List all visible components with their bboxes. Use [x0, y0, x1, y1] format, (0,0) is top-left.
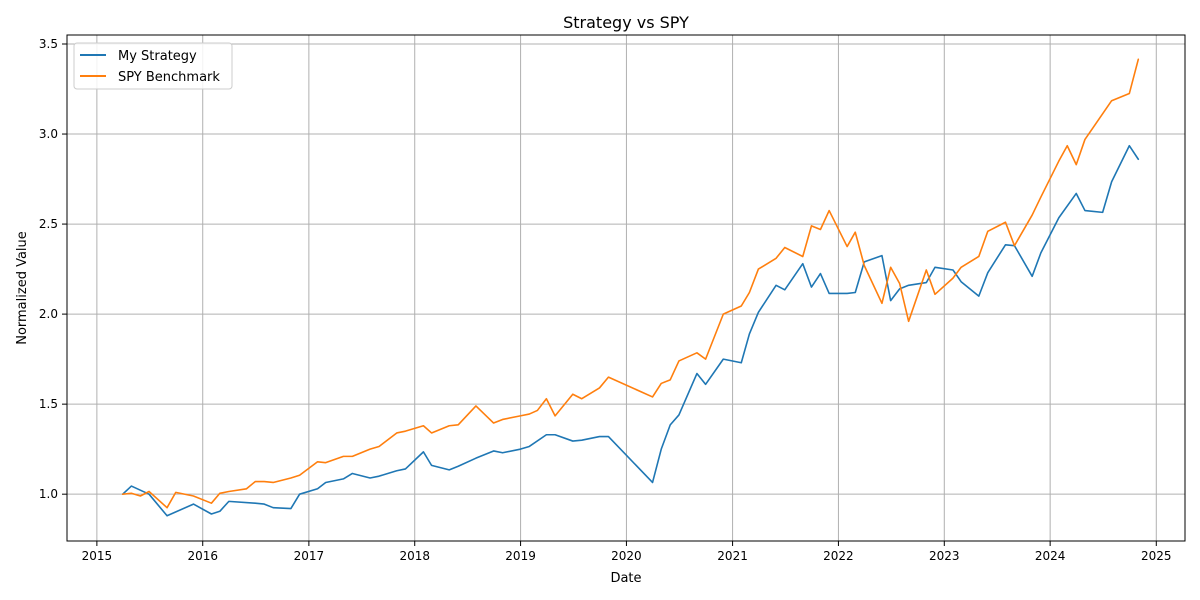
y-tick-label: 3.5 — [39, 37, 58, 51]
chart-title: Strategy vs SPY — [563, 13, 689, 32]
legend-box — [73, 42, 233, 90]
x-tick-label: 2016 — [187, 549, 218, 563]
y-tick-label: 2.5 — [39, 217, 58, 231]
y-axis-label: Normalized Value — [15, 231, 30, 345]
legend-label-my-strategy: My Strategy — [118, 49, 197, 64]
series-line-spy-benchmark — [121, 58, 1140, 509]
x-tick-label: 2018 — [399, 549, 430, 563]
grid — [67, 35, 1185, 541]
legend-label-spy-benchmark: SPY Benchmark — [118, 70, 220, 85]
x-tick-label: 2024 — [1035, 549, 1066, 563]
y-tick-label: 3.0 — [39, 127, 58, 141]
x-tick-label: 2021 — [717, 549, 748, 563]
x-axis-label: Date — [610, 571, 641, 586]
y-tick-label: 2.0 — [39, 307, 58, 321]
series-line-my-strategy — [121, 144, 1140, 517]
x-tick-label: 2023 — [929, 549, 960, 563]
ticks: 2015 2016 2017 2018 2019 2020 2021 2022 2023 2024… — [39, 37, 1172, 563]
x-tick-label: 2019 — [505, 549, 536, 563]
series-layer — [121, 58, 1140, 517]
x-tick-label: 2017 — [294, 549, 325, 563]
x-tick-label: 2022 — [823, 549, 854, 563]
y-tick-label: 1.5 — [39, 397, 58, 411]
x-tick-label: 2015 — [82, 549, 113, 563]
x-tick-label: 2025 — [1141, 549, 1172, 563]
y-tick-label: 1.0 — [39, 487, 58, 501]
legend: My Strategy SPY Benchmark — [73, 42, 233, 90]
x-tick-label: 2020 — [611, 549, 642, 563]
